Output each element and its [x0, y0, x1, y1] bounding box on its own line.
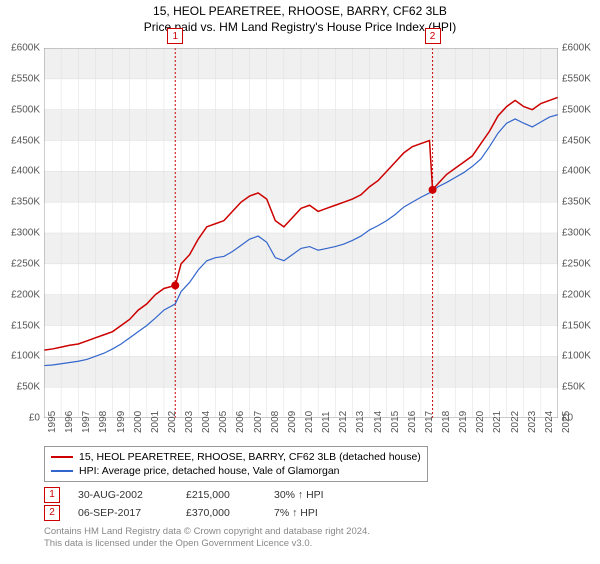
- y-axis-label-right: £250K: [562, 258, 600, 269]
- x-axis-label: 1995: [47, 411, 58, 433]
- y-axis-label: £350K: [2, 197, 40, 208]
- y-axis-label-right: £600K: [562, 43, 600, 54]
- x-axis-label: 2020: [475, 411, 486, 433]
- x-axis-label: 2008: [270, 411, 281, 433]
- chart-marker-badge: 2: [425, 28, 441, 44]
- y-axis-label: £450K: [2, 135, 40, 146]
- y-axis-label: £0: [2, 413, 40, 424]
- marker-price-1: £215,000: [186, 486, 256, 504]
- marker-badge-1: 1: [44, 487, 60, 503]
- x-axis-label: 2007: [253, 411, 264, 433]
- x-axis-label: 2018: [441, 411, 452, 433]
- x-axis-label: 2021: [492, 411, 503, 433]
- marker-price-2: £370,000: [186, 504, 256, 522]
- y-axis-label: £100K: [2, 351, 40, 362]
- y-axis-label: £250K: [2, 258, 40, 269]
- y-axis-label: £550K: [2, 73, 40, 84]
- chart-svg: [44, 48, 558, 418]
- y-axis-label: £150K: [2, 320, 40, 331]
- x-axis-label: 2003: [184, 411, 195, 433]
- y-axis-label-right: £100K: [562, 351, 600, 362]
- marker-row-1: 1 30-AUG-2002 £215,000 30% ↑ HPI: [44, 486, 324, 504]
- y-axis-label: £500K: [2, 104, 40, 115]
- marker-date-1: 30-AUG-2002: [78, 486, 168, 504]
- x-axis-label: 2006: [235, 411, 246, 433]
- x-axis-label: 2023: [527, 411, 538, 433]
- legend-row-hpi: HPI: Average price, detached house, Vale…: [51, 464, 421, 478]
- y-axis-label-right: £400K: [562, 166, 600, 177]
- x-axis-label: 2017: [424, 411, 435, 433]
- y-axis-label: £300K: [2, 228, 40, 239]
- page-subtitle: Price paid vs. HM Land Registry's House …: [0, 20, 600, 34]
- y-axis-label-right: £200K: [562, 289, 600, 300]
- legend-row-property: 15, HEOL PEARETREE, RHOOSE, BARRY, CF62 …: [51, 450, 421, 464]
- footer-line-2: This data is licensed under the Open Gov…: [44, 538, 370, 550]
- marker-delta-1: 30% ↑ HPI: [274, 486, 324, 504]
- y-axis-label-right: £350K: [562, 197, 600, 208]
- y-axis-label-right: £550K: [562, 73, 600, 84]
- x-axis-label: 2002: [167, 411, 178, 433]
- x-axis-label: 2022: [510, 411, 521, 433]
- y-axis-label: £600K: [2, 43, 40, 54]
- x-axis-label: 2012: [338, 411, 349, 433]
- y-axis-label-right: £300K: [562, 228, 600, 239]
- footer: Contains HM Land Registry data © Crown c…: [44, 526, 370, 550]
- chart: £0£50K£100K£150K£200K£250K£300K£350K£400…: [44, 48, 558, 418]
- x-axis-label: 2011: [321, 411, 332, 433]
- x-axis-label: 2019: [458, 411, 469, 433]
- page-title: 15, HEOL PEARETREE, RHOOSE, BARRY, CF62 …: [0, 4, 600, 18]
- footer-line-1: Contains HM Land Registry data © Crown c…: [44, 526, 370, 538]
- legend-label-property: 15, HEOL PEARETREE, RHOOSE, BARRY, CF62 …: [79, 450, 421, 464]
- x-axis-label: 2009: [287, 411, 298, 433]
- x-axis-label: 2024: [544, 411, 555, 433]
- x-axis-label: 2001: [150, 411, 161, 433]
- marker-delta-2: 7% ↑ HPI: [274, 504, 318, 522]
- x-axis-label: 2015: [390, 411, 401, 433]
- legend-label-hpi: HPI: Average price, detached house, Vale…: [79, 464, 340, 478]
- y-axis-label: £50K: [2, 382, 40, 393]
- y-axis-label: £200K: [2, 289, 40, 300]
- y-axis-label-right: £500K: [562, 104, 600, 115]
- x-axis-label: 2013: [355, 411, 366, 433]
- x-axis-label: 2025: [561, 411, 572, 433]
- x-axis-label: 1998: [98, 411, 109, 433]
- chart-marker-badge: 1: [167, 28, 183, 44]
- x-axis-label: 2010: [304, 411, 315, 433]
- x-axis-label: 2004: [201, 411, 212, 433]
- y-axis-label-right: £150K: [562, 320, 600, 331]
- x-axis-label: 1996: [64, 411, 75, 433]
- x-axis-label: 2005: [218, 411, 229, 433]
- marker-table: 1 30-AUG-2002 £215,000 30% ↑ HPI 2 06-SE…: [44, 486, 324, 522]
- y-axis-label-right: £450K: [562, 135, 600, 146]
- x-axis-label: 2016: [407, 411, 418, 433]
- legend-swatch-hpi: [51, 470, 73, 472]
- legend: 15, HEOL PEARETREE, RHOOSE, BARRY, CF62 …: [44, 446, 428, 482]
- y-axis-label-right: £50K: [562, 382, 600, 393]
- y-axis-label: £400K: [2, 166, 40, 177]
- legend-swatch-property: [51, 456, 73, 458]
- marker-badge-2: 2: [44, 505, 60, 521]
- x-axis-label: 2000: [133, 411, 144, 433]
- x-axis-label: 2014: [373, 411, 384, 433]
- x-axis-label: 1997: [81, 411, 92, 433]
- marker-row-2: 2 06-SEP-2017 £370,000 7% ↑ HPI: [44, 504, 324, 522]
- x-axis-label: 1999: [116, 411, 127, 433]
- marker-date-2: 06-SEP-2017: [78, 504, 168, 522]
